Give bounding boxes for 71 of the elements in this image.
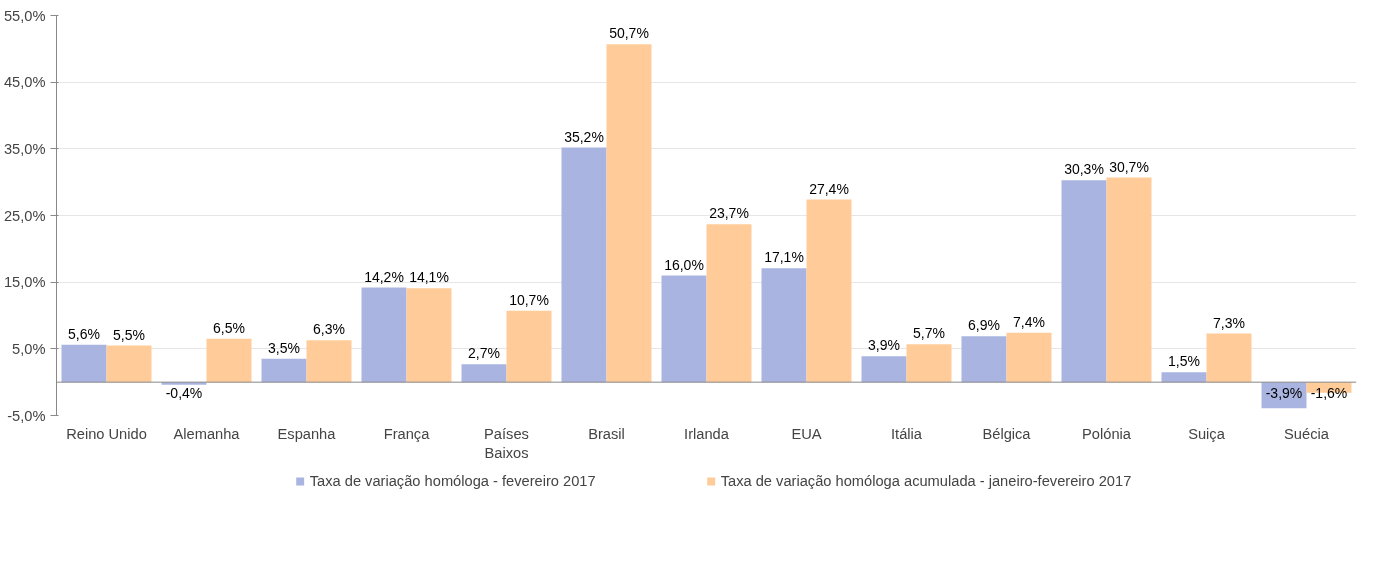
bar: [461, 364, 507, 383]
data-label: 16,0%: [664, 256, 704, 273]
bar: [861, 356, 907, 383]
data-label: 30,3%: [1064, 161, 1104, 178]
bar: [306, 340, 352, 383]
bar: [106, 345, 152, 383]
data-label: 14,2%: [364, 268, 404, 285]
bar: [1106, 177, 1152, 383]
y-tick-label: -5,0%: [7, 407, 46, 424]
x-tick-label: Suécia: [1284, 425, 1330, 442]
x-tick-label: Reino Unido: [66, 425, 147, 442]
x-tick-label: Bélgica: [982, 425, 1032, 442]
x-tick-label: Brasil: [588, 425, 625, 442]
bar: [1161, 372, 1207, 383]
bar: [261, 358, 307, 383]
data-label: 6,9%: [968, 317, 1000, 334]
data-label: 1,5%: [1168, 353, 1200, 370]
y-tick-label: 45,0%: [3, 74, 46, 91]
x-tick-label: Suiça: [1188, 425, 1226, 442]
data-label: 5,6%: [68, 325, 100, 342]
bar: [606, 44, 652, 383]
y-tick-label: 55,0%: [3, 7, 46, 24]
bar: [506, 310, 552, 383]
bar: [1006, 332, 1052, 383]
data-label: 5,7%: [913, 325, 945, 342]
x-tick-label: Itália: [891, 425, 923, 442]
data-label: 27,4%: [809, 180, 849, 197]
x-tick-label: Países Baixos: [484, 425, 529, 461]
x-tick-label: Irlanda: [684, 425, 730, 442]
data-label: 6,5%: [213, 319, 245, 336]
bar: [661, 275, 707, 383]
legend-label: Taxa de variação homóloga - fevereiro 2017: [309, 473, 596, 489]
x-tick-label: Alemanha: [173, 425, 241, 442]
data-label: 7,3%: [1213, 314, 1245, 331]
data-label: 35,2%: [564, 128, 604, 145]
data-label: 50,7%: [609, 25, 649, 42]
data-label: 17,1%: [764, 249, 804, 266]
x-tick-label: EUA: [791, 425, 822, 442]
bar: [961, 336, 1007, 383]
bar: [806, 199, 852, 383]
x-tick-label: França: [383, 425, 431, 442]
data-label: 23,7%: [709, 205, 749, 222]
data-label: -1,6%: [1310, 385, 1348, 402]
bar: [406, 288, 452, 383]
data-label: 6,3%: [313, 321, 345, 338]
y-tick-label: 35,0%: [3, 140, 46, 157]
data-label: 3,5%: [268, 339, 300, 356]
data-label: 14,1%: [409, 269, 449, 286]
data-label: -0,4%: [165, 385, 203, 402]
legend-label: Taxa de variação homóloga acumulada - janeiro-fevereiro 2017: [720, 473, 1132, 489]
bar: [761, 268, 807, 383]
y-tick-label: 5,0%: [12, 340, 46, 357]
bar: [561, 147, 607, 383]
data-label: 3,9%: [868, 337, 900, 354]
x-tick-label: Espanha: [277, 425, 337, 442]
data-label: 5,5%: [113, 326, 145, 343]
data-label: -3,9%: [1265, 385, 1303, 402]
data-label: 30,7%: [1109, 158, 1149, 175]
data-label: 2,7%: [468, 345, 500, 362]
bar: [61, 344, 107, 383]
bar: [361, 287, 407, 383]
bar: [1206, 333, 1252, 383]
bar: [706, 224, 752, 383]
data-label: 10,7%: [509, 291, 549, 308]
bar: [1061, 180, 1107, 383]
x-tick-label: Polónia: [1082, 425, 1132, 442]
y-tick-label: 15,0%: [3, 274, 46, 291]
data-label: 7,4%: [1013, 313, 1045, 330]
y-tick-label: 25,0%: [3, 207, 46, 224]
bar: [906, 344, 952, 383]
bar: [206, 338, 252, 383]
